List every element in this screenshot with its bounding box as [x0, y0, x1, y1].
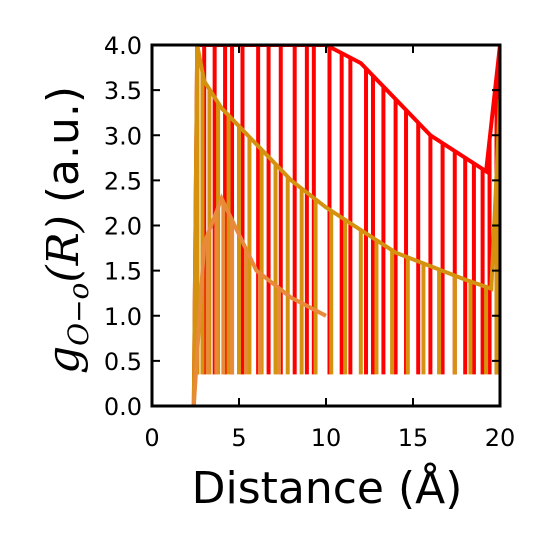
x-tick-label: 5: [231, 424, 246, 452]
x-tick-label: 20: [485, 424, 516, 452]
y-tick-label: 3.5: [104, 77, 142, 105]
y-tick-label: 2.0: [104, 213, 142, 241]
y-axis-title-subscript: O−o: [62, 283, 95, 346]
series-1: [152, 45, 500, 406]
y-tick-label: 1.5: [104, 258, 142, 286]
series-0-envelope: [191, 45, 500, 406]
series-2-envelope: [191, 193, 327, 406]
ticks-layer: 0 5 10 15 20 0.0 0.5 1.0 1.5 2.0 2.5 3.0 3.5 4.0: [104, 32, 515, 452]
x-tick-label: 15: [398, 424, 429, 452]
y-axis-title-g: g: [38, 346, 89, 374]
y-axis-title-units: (a.u.): [38, 86, 89, 203]
y-axis-title: gO−o(R) (a.u.): [38, 86, 95, 374]
plot-frame: [150, 43, 502, 408]
series-1-envelope: [191, 45, 500, 406]
y-tick-label: 3.0: [104, 122, 142, 150]
series-layer: [152, 45, 500, 406]
series-2: [152, 193, 327, 406]
y-tick-label: 4.0: [104, 32, 142, 60]
y-tick-label: 0.5: [104, 348, 142, 376]
x-tick-label: 10: [311, 424, 342, 452]
x-axis-title: Distance (Å): [192, 461, 463, 514]
y-axis-title-arg: (R): [38, 215, 89, 282]
svg-text:gO−o(R)(a.u.): gO−o(R) (a.u.): [38, 86, 95, 374]
y-tick-label: 2.5: [104, 167, 142, 195]
y-tick-label: 1.0: [104, 303, 142, 331]
x-tick-label: 0: [144, 424, 159, 452]
y-tick-label: 0.0: [104, 393, 142, 421]
